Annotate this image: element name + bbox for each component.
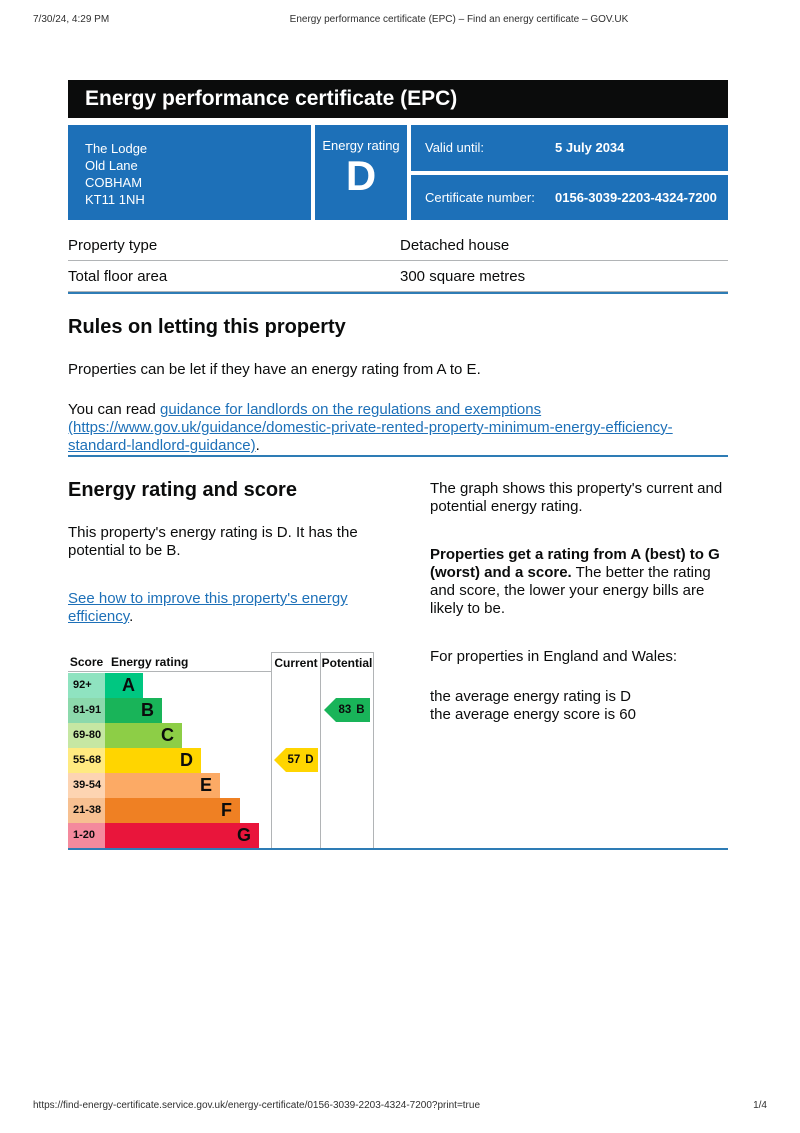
certificate-summary: The Lodge Old Lane COBHAM KT11 1NH Energ… <box>68 125 728 220</box>
print-page-url: https://find-energy-certificate.service.… <box>33 1100 481 1111</box>
band-score-range: 69-80 <box>68 723 105 748</box>
current-score: 57 <box>287 754 301 766</box>
band-bar: G <box>105 823 259 848</box>
average-score-line: the average energy score is 60 <box>430 706 636 723</box>
current-column-header: Current <box>274 656 318 670</box>
valid-until-value: 5 July 2034 <box>555 140 625 156</box>
rating-section-heading: Energy rating and score <box>68 479 297 501</box>
band-score-range: 39-54 <box>68 773 105 798</box>
band-bar: A <box>105 673 143 698</box>
rules-guidance-paragraph: You can read guidance for landlords on t… <box>68 401 728 455</box>
browser-print-footer: https://find-energy-certificate.service.… <box>33 1100 767 1111</box>
property-type-label: Property type <box>68 237 158 254</box>
table-row: Total floor area 300 square metres <box>68 261 728 292</box>
print-page-indicator: 1/4 <box>753 1100 767 1111</box>
potential-column-header: Potential <box>321 656 373 670</box>
rating-right-column: The graph shows this property's current … <box>430 457 728 848</box>
address-line: COBHAM <box>85 175 143 190</box>
epc-rating-chart: Score Energy rating Current Potential 92… <box>68 652 374 848</box>
total-floor-area-value: 300 square metres <box>400 268 526 285</box>
certificate-number-value: 0156-3039-2203-4324-7200 <box>555 189 717 205</box>
page-title-banner: Energy performance certificate (EPC) <box>68 80 728 118</box>
certificate-number-label: Certificate number: <box>425 189 535 205</box>
potential-column: Potential <box>320 652 374 848</box>
band-bar: C <box>105 723 182 748</box>
address-line: KT11 1NH <box>85 192 145 207</box>
property-type-value: Detached house <box>400 237 510 254</box>
rating-intro-text: This property's energy rating is D. It h… <box>68 524 358 559</box>
band-score-range: 21-38 <box>68 798 105 823</box>
rating-left-column: Energy rating and score This property's … <box>68 457 390 848</box>
energy-rating-label: Energy rating <box>322 138 400 153</box>
certificate-meta: Valid until: 5 July 2034 Certificate num… <box>411 125 728 220</box>
section-divider <box>68 455 728 457</box>
epc-band-a: 92+ A <box>68 673 271 698</box>
table-row: Property type Detached house <box>68 230 728 261</box>
band-bar: B <box>105 698 162 723</box>
section-divider <box>68 292 728 294</box>
epc-band-b: 81-91 B <box>68 698 271 723</box>
energy-rating-value: D <box>345 152 377 199</box>
epc-band-f: 21-38 F <box>68 798 271 823</box>
epc-band-g: 1-20 G <box>68 823 271 848</box>
band-score-range: 81-91 <box>68 698 105 723</box>
average-rating-line: the average energy rating is D <box>430 688 631 705</box>
valid-until-label: Valid until: <box>425 140 485 156</box>
band-score-range: 92+ <box>68 673 105 698</box>
current-column: Current <box>271 652 320 848</box>
potential-score: 83 <box>338 704 352 716</box>
print-document-title: Energy performance certificate (EPC) – F… <box>289 14 629 25</box>
property-details-table: Property type Detached house Total floor… <box>68 230 728 292</box>
rating-explanation-text: Properties get a rating from A (best) to… <box>430 546 728 618</box>
print-datetime: 7/30/24, 4:29 PM <box>33 14 110 25</box>
landlord-guidance-link[interactable]: guidance for landlords on the regulation… <box>68 401 673 454</box>
rules-intro-text: Properties can be let if they have an en… <box>68 361 481 378</box>
rating-explanation-bold: Properties get a rating from A (best) to… <box>430 546 720 581</box>
graph-caption-text: The graph shows this property's current … <box>430 480 723 515</box>
band-bar: E <box>105 773 220 798</box>
score-column-header: Score <box>69 654 104 669</box>
energy-rating-column-header: Energy rating <box>111 654 189 669</box>
current-band: D <box>305 754 314 766</box>
improve-suffix-text: . <box>129 608 134 625</box>
address-line: Old Lane <box>85 158 138 173</box>
improve-paragraph: See how to improve this property's energ… <box>68 590 390 626</box>
chart-header: Score Energy rating <box>68 652 271 672</box>
regions-intro-text: For properties in England and Wales: <box>430 648 678 665</box>
total-floor-area-label: Total floor area <box>68 268 168 285</box>
section-divider <box>68 848 728 850</box>
browser-print-header: 7/30/24, 4:29 PM Energy performance cert… <box>33 14 767 25</box>
band-bar: F <box>105 798 240 823</box>
guidance-prefix-text: You can read <box>68 401 161 418</box>
rating-explanation-rest: The better the rating and score, the low… <box>430 564 711 617</box>
energy-rating-box: Energy rating D <box>315 125 407 220</box>
band-score-range: 55-68 <box>68 748 105 773</box>
property-address: The Lodge Old Lane COBHAM KT11 1NH <box>68 125 311 220</box>
band-score-range: 1-20 <box>68 823 105 848</box>
improve-efficiency-link[interactable]: See how to improve this property's energ… <box>68 590 348 625</box>
epc-band-c: 69-80 C <box>68 723 271 748</box>
epc-band-e: 39-54 E <box>68 773 271 798</box>
certificate-number-box: Certificate number: 0156-3039-2203-4324-… <box>411 174 728 220</box>
guidance-suffix-text: . <box>255 437 260 454</box>
address-line: The Lodge <box>85 141 148 156</box>
rules-section-heading: Rules on letting this property <box>68 316 346 338</box>
energy-rating-section: Energy rating and score This property's … <box>68 457 728 848</box>
certificate-page: Energy performance certificate (EPC) The… <box>68 80 728 850</box>
band-bar: D <box>105 748 201 773</box>
valid-until-box: Valid until: 5 July 2034 <box>411 125 728 171</box>
rating-bands: 92+ A 81-91 B 69-80 C 55-68 D 39-54 E 21-38 F 1-20 G <box>68 673 271 848</box>
epc-band-d: 55-68 D <box>68 748 271 773</box>
potential-band: B <box>356 704 365 716</box>
